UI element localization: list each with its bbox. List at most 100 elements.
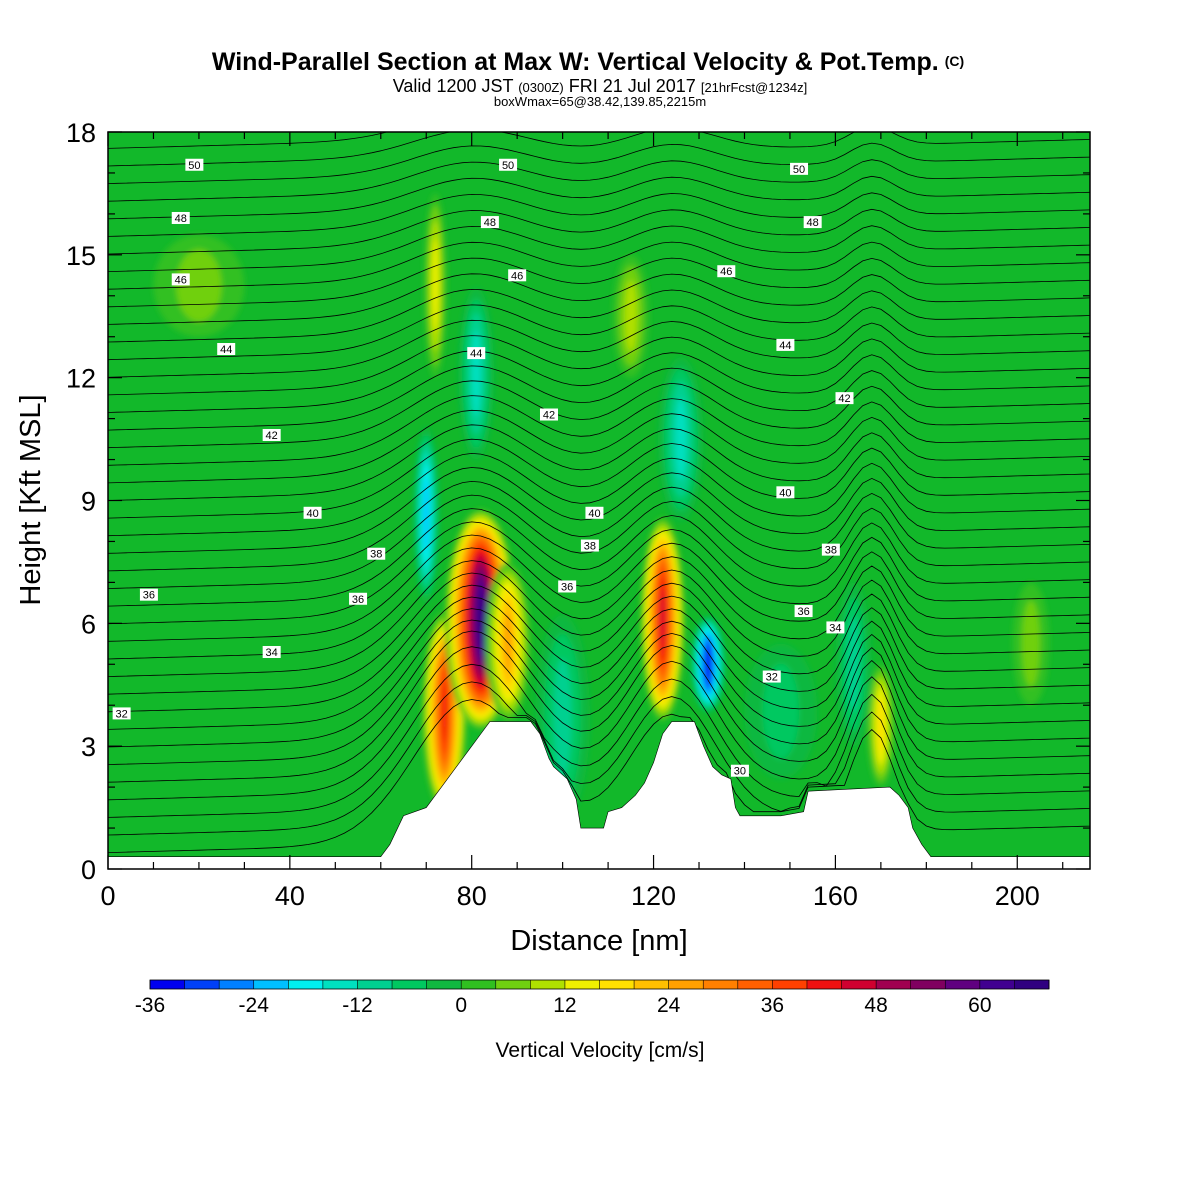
theta-label-text: 44 [779,340,791,352]
isentrope-line [108,521,1090,625]
colorbar-tick-label: 36 [761,994,784,1017]
theta-label: 30 [730,764,749,778]
isentrope-line [108,257,1090,308]
plot-area: 50 50 50 48 48 48 46 46 46 44 44 44 42 42 42 40 40 40 38 38… [108,132,1090,869]
isentrope-line [108,288,1090,343]
theta-label-box [580,539,599,552]
isentrope-line [108,480,1090,572]
colorbar-label: Vertical Velocity [cm/s] [496,1039,705,1062]
theta-label: 34 [826,621,845,634]
isentrope-line [108,596,1090,730]
subtitle-date: FRI 21 Jul 2017 [569,76,696,96]
theta-label-box [171,273,190,286]
isentrope-line [108,142,1090,184]
velocity-contour [762,663,800,760]
colorbar-swatch [357,980,393,989]
theta-label-text: 50 [793,164,805,176]
colorbar-swatch [461,980,497,989]
velocity-contour [878,698,884,754]
isentrope-line [108,159,1090,202]
theta-label: 34 [262,645,281,659]
theta-label: 50 [185,158,204,172]
x-tick-label: 200 [995,881,1040,911]
velocity-contour [432,239,439,332]
velocity-cell [1012,582,1050,706]
y-axis-label: Height [Kft MSL] [15,394,47,605]
theta-label-text: 44 [220,344,232,356]
colorbar-swatch [841,980,877,989]
theta-label: 42 [835,392,854,405]
isentrope-line [108,560,1090,677]
chart-title: Wind-Parallel Section at Max W: Vertical… [212,48,964,76]
theta-label-text: 48 [175,213,187,225]
theta-label-text: 40 [779,487,791,499]
theta-label: 50 [790,162,809,176]
colorbar-swatch [530,980,566,989]
theta-label-text: 34 [829,622,841,634]
isentrope-line [108,630,1090,783]
velocity-contour [423,478,429,551]
theta-label: 32 [112,707,131,720]
theta-label-text: 36 [352,594,364,606]
colorbar-ticks: -36 -24 -12 0 12 24 36 48 60 [135,994,992,1017]
theta-label-text: 46 [175,274,187,286]
theta-label-box [821,543,840,556]
theta-label: 46 [171,273,190,286]
colorbar-swatch [288,980,324,989]
theta-label-box [139,588,158,601]
isentrope-line [108,409,1090,484]
theta-label: 36 [558,580,577,593]
colorbar-tick-label: 12 [553,994,576,1017]
theta-label-box [558,580,577,593]
y-tick-label: 15 [66,241,96,271]
colorbar-swatch [219,980,255,989]
y-tick-label: 9 [81,487,96,517]
theta-label-text: 32 [766,672,778,684]
isentrope-line [108,438,1090,519]
theta-label-text: 38 [370,549,382,561]
colorbar [149,979,1050,990]
isentrope-line [108,508,1090,607]
colorbar-tick-label: -36 [135,994,165,1017]
colorbar-swatch [634,980,670,989]
colorbar-swatch [184,980,220,989]
velocity-cell [412,426,440,603]
colorbar-swatch [737,980,773,989]
theta-label-box [803,216,822,229]
y-tick-label: 12 [66,364,96,394]
theta-label-box [826,621,845,634]
theta-label-text: 48 [484,217,496,229]
colorbar-tick-label: -24 [239,994,270,1017]
theta-label-box [349,592,368,605]
theta-label: 44 [776,338,795,352]
theta-label-text: 44 [470,348,482,360]
subtitle-forecast: [21hrFcst@1234z] [701,80,807,95]
isentrope-line [108,350,1090,413]
theta-label: 46 [508,269,527,282]
colorbar-swatch [945,980,981,989]
theta-label-text: 36 [797,606,809,618]
theta-label-box [367,547,386,560]
theta-label-box [480,216,499,229]
x-tick-label: 0 [100,881,115,911]
colorbar-swatch [392,980,428,989]
theta-label: 40 [303,506,322,520]
isentrope-line [108,494,1090,589]
theta-label-box [171,211,190,224]
title-mark: (C) [945,53,964,69]
isentrope-line [108,192,1090,237]
theta-labels: 50 50 50 48 48 48 46 46 46 44 44 44 42 42 42 40 40 40 38 38… [112,158,854,778]
colorbar-swatch [703,980,739,989]
velocity-contour [624,280,637,352]
theta-label: 36 [794,605,813,618]
colorbar-swatch [772,980,808,989]
isentrope-line [108,335,1090,396]
theta-label-text: 46 [511,270,523,282]
isentrope-line [108,380,1090,449]
isentrope-line [108,319,1090,378]
velocity-cell [639,516,686,722]
velocity-contour [176,249,222,322]
theta-label: 42 [539,408,558,422]
colorbar-swatch [564,980,600,989]
theta-label-text: 42 [838,393,850,405]
